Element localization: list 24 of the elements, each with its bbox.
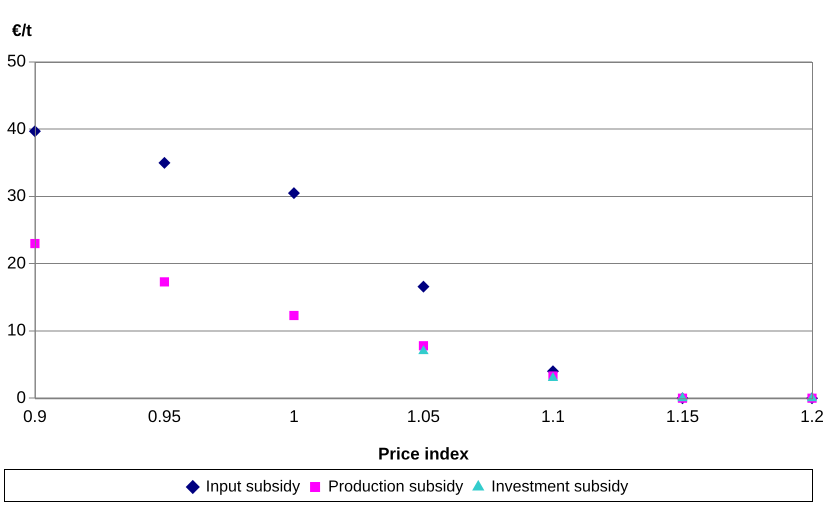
y-tick-label: 30 — [6, 186, 26, 206]
x-tick-label: 1.1 — [541, 407, 565, 426]
point — [289, 310, 299, 320]
x-tick-label: 1 — [289, 407, 299, 426]
x-tick-label: 0.95 — [148, 407, 181, 426]
point — [158, 156, 170, 169]
legend-label: Investment subsidy — [491, 478, 628, 496]
x-tick-label: 1.15 — [666, 407, 700, 426]
legend-label: Production subsidy — [328, 478, 464, 496]
y-tick-label: 10 — [6, 320, 26, 340]
x-tick-label: 1.05 — [406, 407, 440, 426]
point — [417, 280, 430, 293]
y-tick-label: 20 — [6, 253, 26, 272]
y-axis-title: €/t — [12, 21, 32, 40]
point — [288, 187, 300, 200]
x-tick-label: 1.2 — [800, 407, 824, 426]
point — [418, 345, 429, 354]
point — [160, 277, 170, 286]
y-tick-label: 0 — [16, 388, 26, 407]
legend-label: Input subsidy — [206, 478, 300, 496]
y-tick-label: 50 — [6, 52, 26, 71]
x-axis-title: Price index — [378, 444, 470, 464]
x-tick-label: 0.9 — [23, 407, 47, 426]
y-tick-label: 40 — [6, 118, 26, 138]
